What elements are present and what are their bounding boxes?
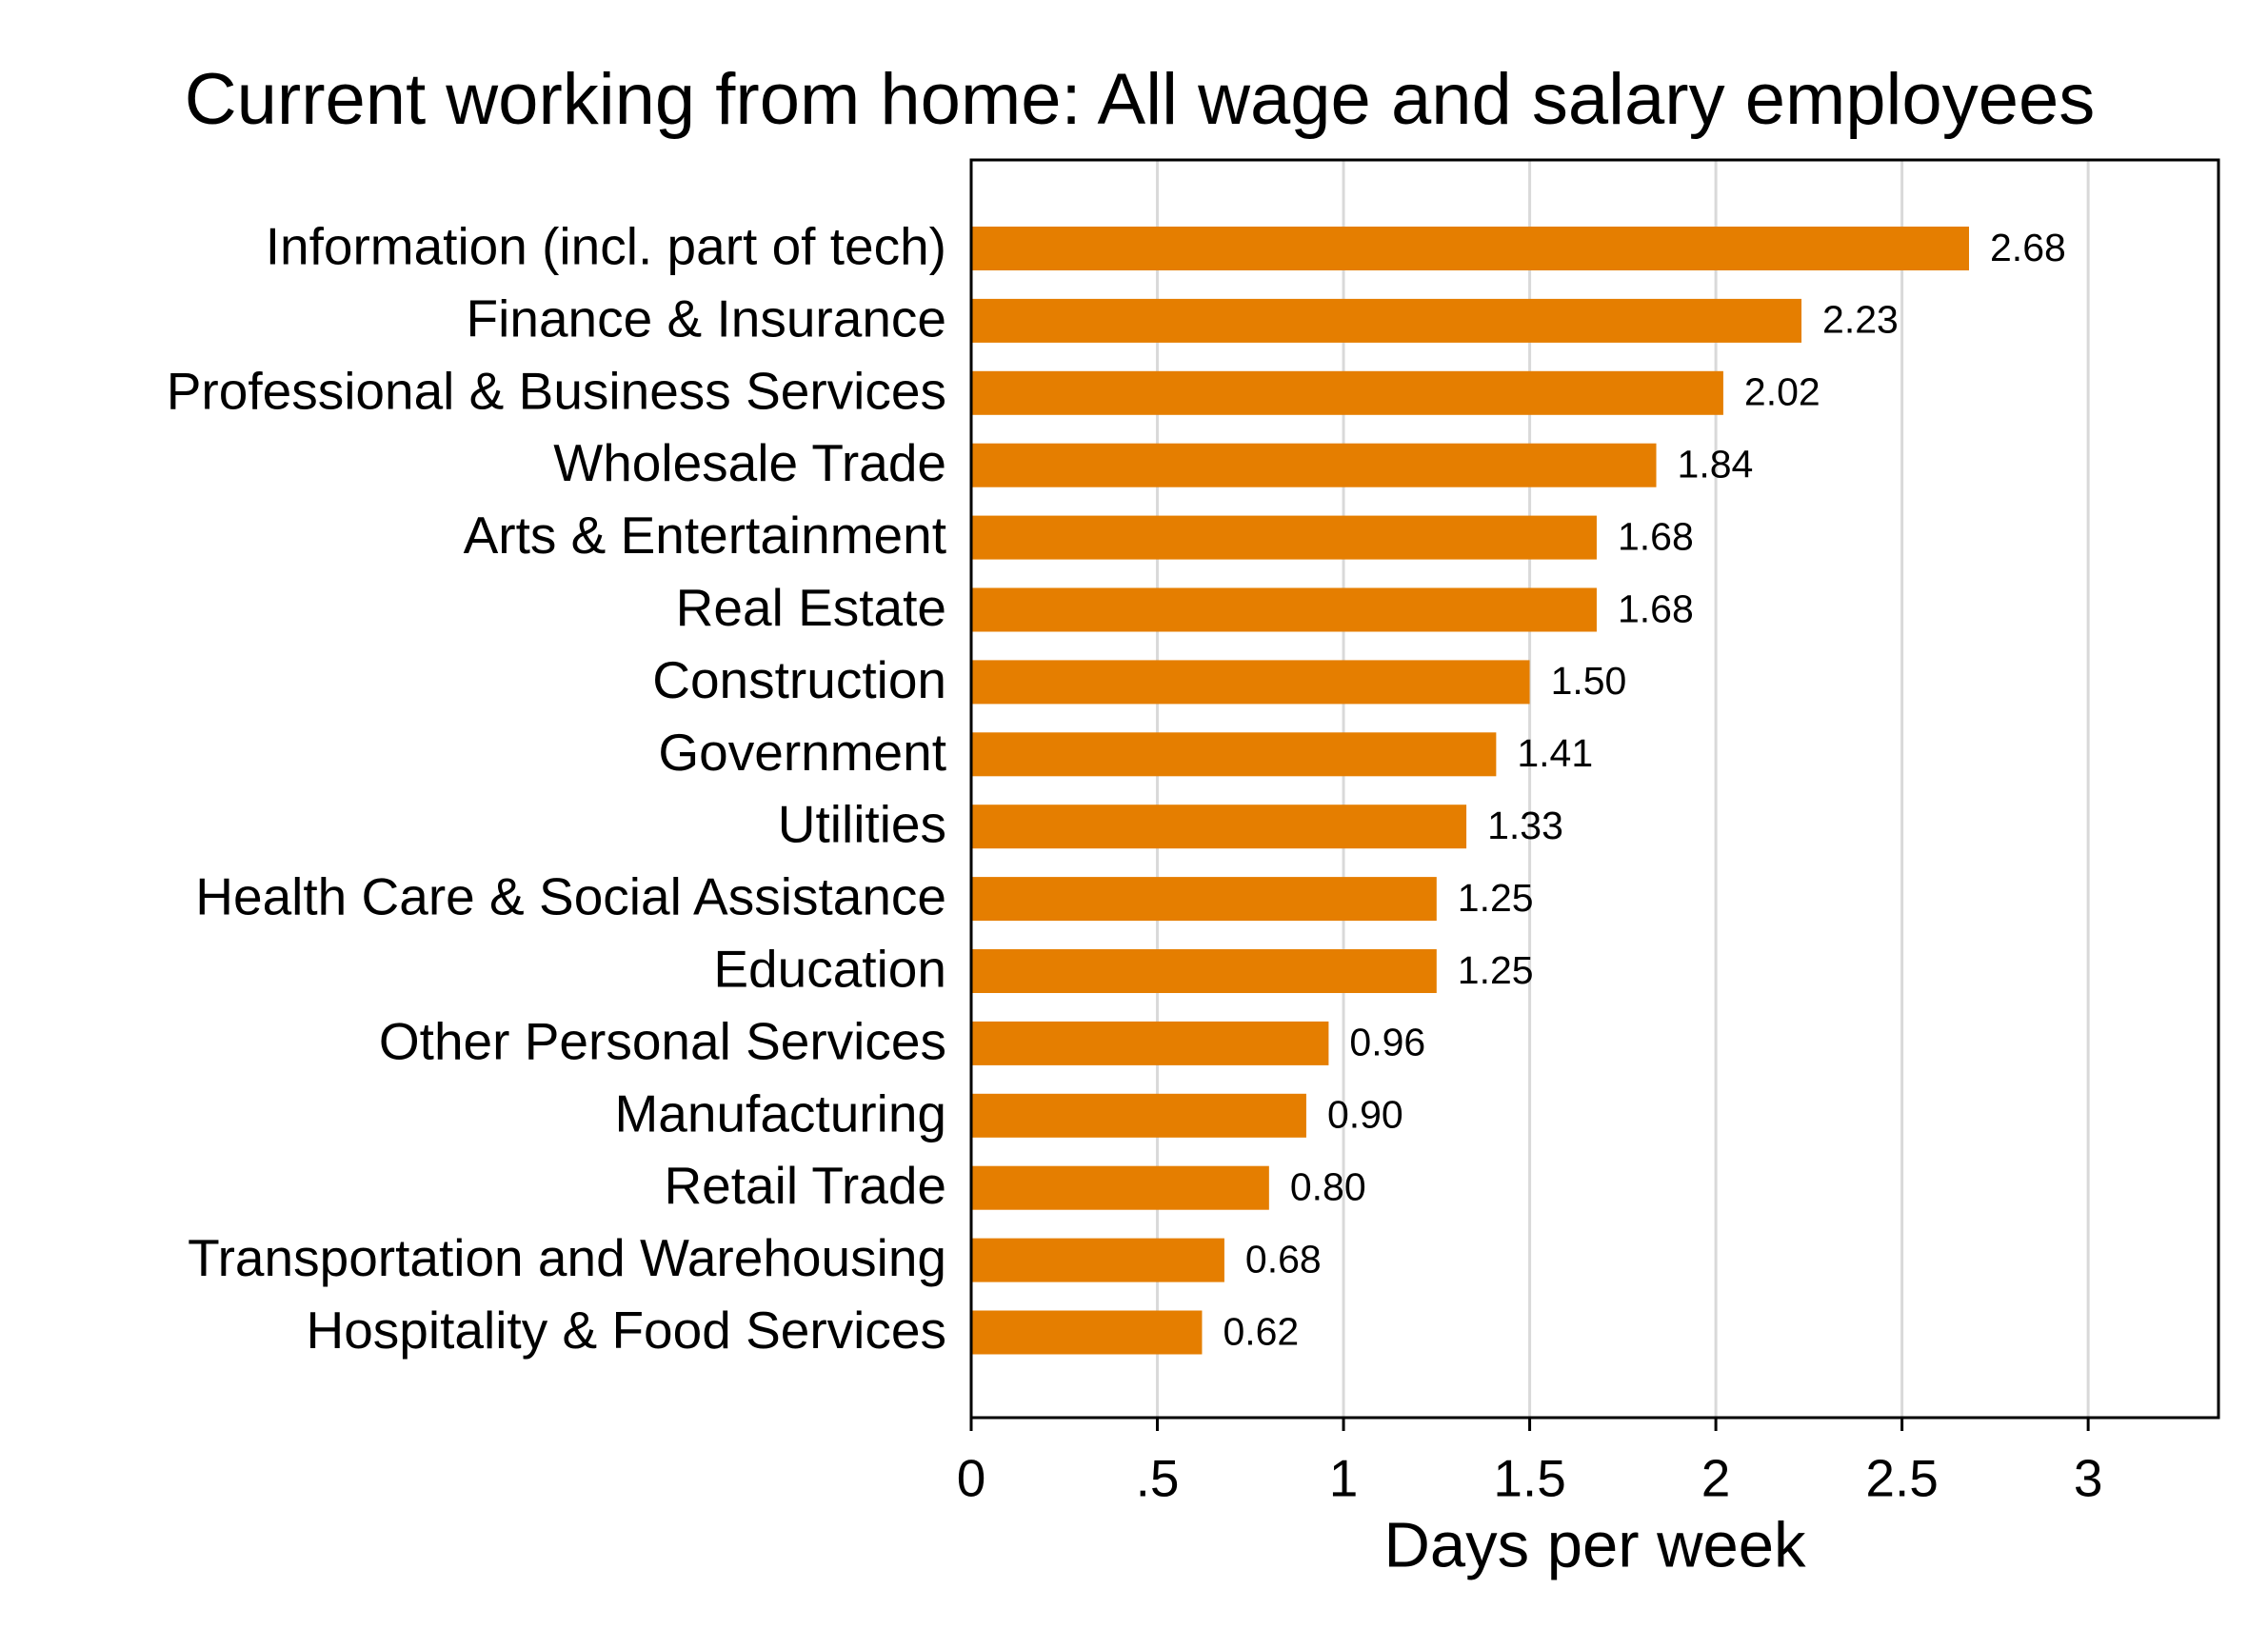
value-label: 1.25 [1458,876,1534,920]
bar [971,805,1467,849]
y-tick-label: Health Care & Social Assistance [195,867,946,926]
bar [971,1310,1203,1355]
y-tick-label: Arts & Entertainment [464,506,946,565]
value-label: 0.90 [1327,1093,1403,1137]
x-axis-title: Days per week [1383,1510,1806,1581]
y-tick-label: Hospitality & Food Services [307,1301,947,1360]
bar [971,515,1597,560]
bar [971,949,1437,993]
y-tick-label: Manufacturing [614,1083,946,1142]
y-tick-label: Retail Trade [664,1156,946,1215]
y-tick-label: Finance & Insurance [467,288,946,348]
x-tick-label: 1.5 [1493,1449,1565,1508]
value-label: 1.50 [1551,659,1627,703]
y-tick-label: Transportation and Warehousing [188,1228,946,1287]
value-label: 0.96 [1349,1021,1425,1064]
y-tick-label: Professional & Business Services [167,361,946,420]
y-tick-label: Information (incl. part of tech) [266,217,946,276]
bar [971,732,1497,777]
bar [971,298,1802,343]
x-tick-label: 2 [1701,1449,1731,1508]
bar [971,443,1657,487]
y-tick-label: Real Estate [676,578,946,637]
plot-frame [969,158,2220,1420]
value-label: 0.62 [1223,1309,1299,1353]
y-tick-label: Wholesale Trade [553,433,946,492]
bar [971,877,1437,922]
x-tick-label: 3 [2074,1449,2103,1508]
x-tick-label: 0 [957,1449,986,1508]
bar [971,1021,1329,1065]
bar [971,660,1530,705]
value-label: 2.68 [1990,226,2066,269]
bar [971,227,1969,270]
value-label: 1.68 [1618,514,1694,558]
y-tick-label: Government [658,723,946,782]
x-tick-label: 2.5 [1865,1449,1938,1508]
y-tick-label: Education [713,940,946,999]
value-label: 0.80 [1290,1165,1366,1209]
value-label: 2.02 [1744,370,1820,414]
value-label: 1.25 [1458,948,1534,992]
y-tick-label: Other Personal Services [379,1011,946,1070]
y-tick-label: Utilities [778,795,946,854]
bar [971,587,1597,632]
value-label: 1.84 [1678,443,1754,487]
value-label: 1.41 [1517,731,1593,775]
value-label: 1.68 [1618,586,1694,630]
x-tick-label: .5 [1136,1449,1180,1508]
bar [971,1165,1269,1210]
bar [971,1093,1306,1138]
bar [971,370,1723,415]
value-label: 1.33 [1487,804,1563,847]
x-tick-label: 1 [1329,1449,1359,1508]
value-label: 0.68 [1245,1237,1322,1281]
y-tick-label: Construction [652,650,946,709]
value-label: 2.23 [1822,298,1899,342]
bar [971,1238,1224,1282]
chart-title: Current working from home: All wage and … [185,59,2095,140]
